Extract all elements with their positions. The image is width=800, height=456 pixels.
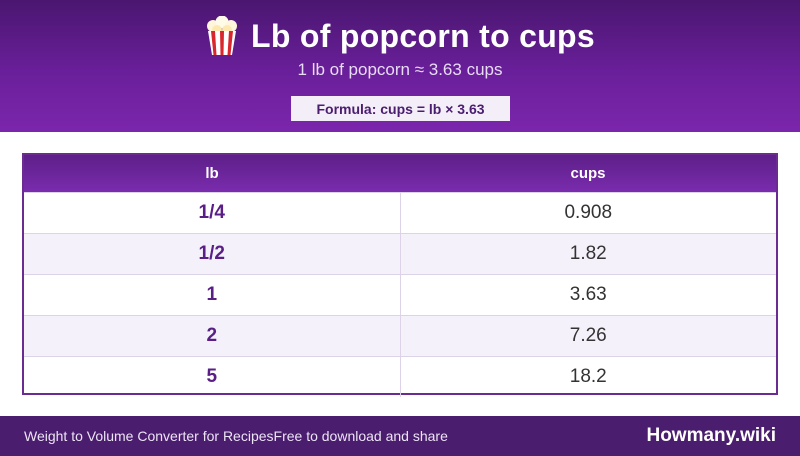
cups-cell: 1.82 [400, 233, 776, 275]
brand-logo[interactable]: Howmany.wiki [646, 425, 776, 446]
header-banner: Lb of popcorn to cups 1 lb of popcorn ≈ … [0, 0, 800, 132]
lb-cell: 1/2 [24, 233, 401, 275]
cups-cell: 3.63 [400, 274, 776, 316]
cups-cell: 7.26 [400, 315, 776, 357]
lb-cell: 1 [24, 274, 401, 316]
table-row: 2 7.26 [24, 315, 776, 357]
lb-cell: 2 [24, 315, 401, 357]
footer-converter-link[interactable]: Weight to Volume Converter for Recipes [24, 428, 274, 444]
table-row: 1/4 0.908 [24, 192, 776, 234]
footer-tagline: Weight to Volume Converter for Recipes Fr… [24, 416, 448, 456]
footer-bar: Weight to Volume Converter for Recipes Fr… [0, 416, 800, 456]
table-header-row: lb cups [24, 155, 776, 193]
table-row: 1/2 1.82 [24, 233, 776, 275]
page-title: Lb of popcorn to cups [250, 17, 596, 54]
title-row: Lb of popcorn to cups [0, 14, 800, 58]
conversion-table: lb cups 1/4 0.908 1/2 1.82 1 3.63 2 7.26 [22, 153, 778, 397]
table-row: 1 3.63 [24, 274, 776, 316]
column-header-lb: lb [24, 155, 400, 193]
table-row: 5 18.2 [24, 356, 776, 397]
cups-cell: 18.2 [400, 356, 776, 397]
subtitle: 1 lb of popcorn ≈ 3.63 cups [297, 60, 503, 79]
column-header-cups: cups [400, 155, 776, 193]
lb-cell: 1/4 [24, 192, 401, 234]
lb-cell: 5 [24, 356, 401, 397]
cups-cell: 0.908 [400, 192, 776, 234]
popcorn-icon [205, 15, 239, 56]
formula-badge: Formula: cups = lb × 3.63 [291, 96, 510, 121]
footer-share-text: Free to download and share [273, 428, 448, 444]
